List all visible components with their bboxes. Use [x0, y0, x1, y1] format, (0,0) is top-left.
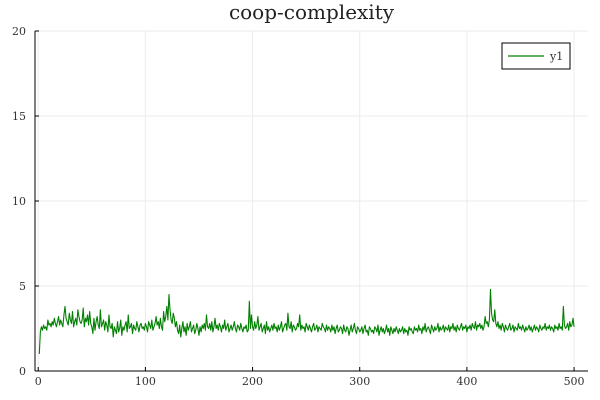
y-tick-label: 20 [12, 25, 26, 38]
y-tick-label: 0 [19, 365, 26, 378]
tick-layer: 0 100 200 300 400 500 0 5 10 15 20 [12, 25, 585, 388]
y-tick-label: 5 [19, 280, 26, 293]
x-tick-label: 200 [242, 375, 263, 388]
grid [35, 30, 588, 372]
y-tick-label: 10 [12, 195, 26, 208]
legend-label-y1: y1 [549, 50, 563, 63]
series-layer [38, 288, 575, 355]
x-tick-label: 500 [564, 375, 585, 388]
x-tick-label: 300 [349, 375, 370, 388]
x-tick-label: 100 [135, 375, 156, 388]
x-tick-label: 400 [456, 375, 477, 388]
x-tick-label: 0 [35, 375, 42, 388]
series-line-y1 [38, 288, 575, 355]
y-tick-label: 15 [12, 110, 26, 123]
chart-title: coop-complexity [229, 0, 395, 24]
legend: y1 [501, 42, 571, 70]
